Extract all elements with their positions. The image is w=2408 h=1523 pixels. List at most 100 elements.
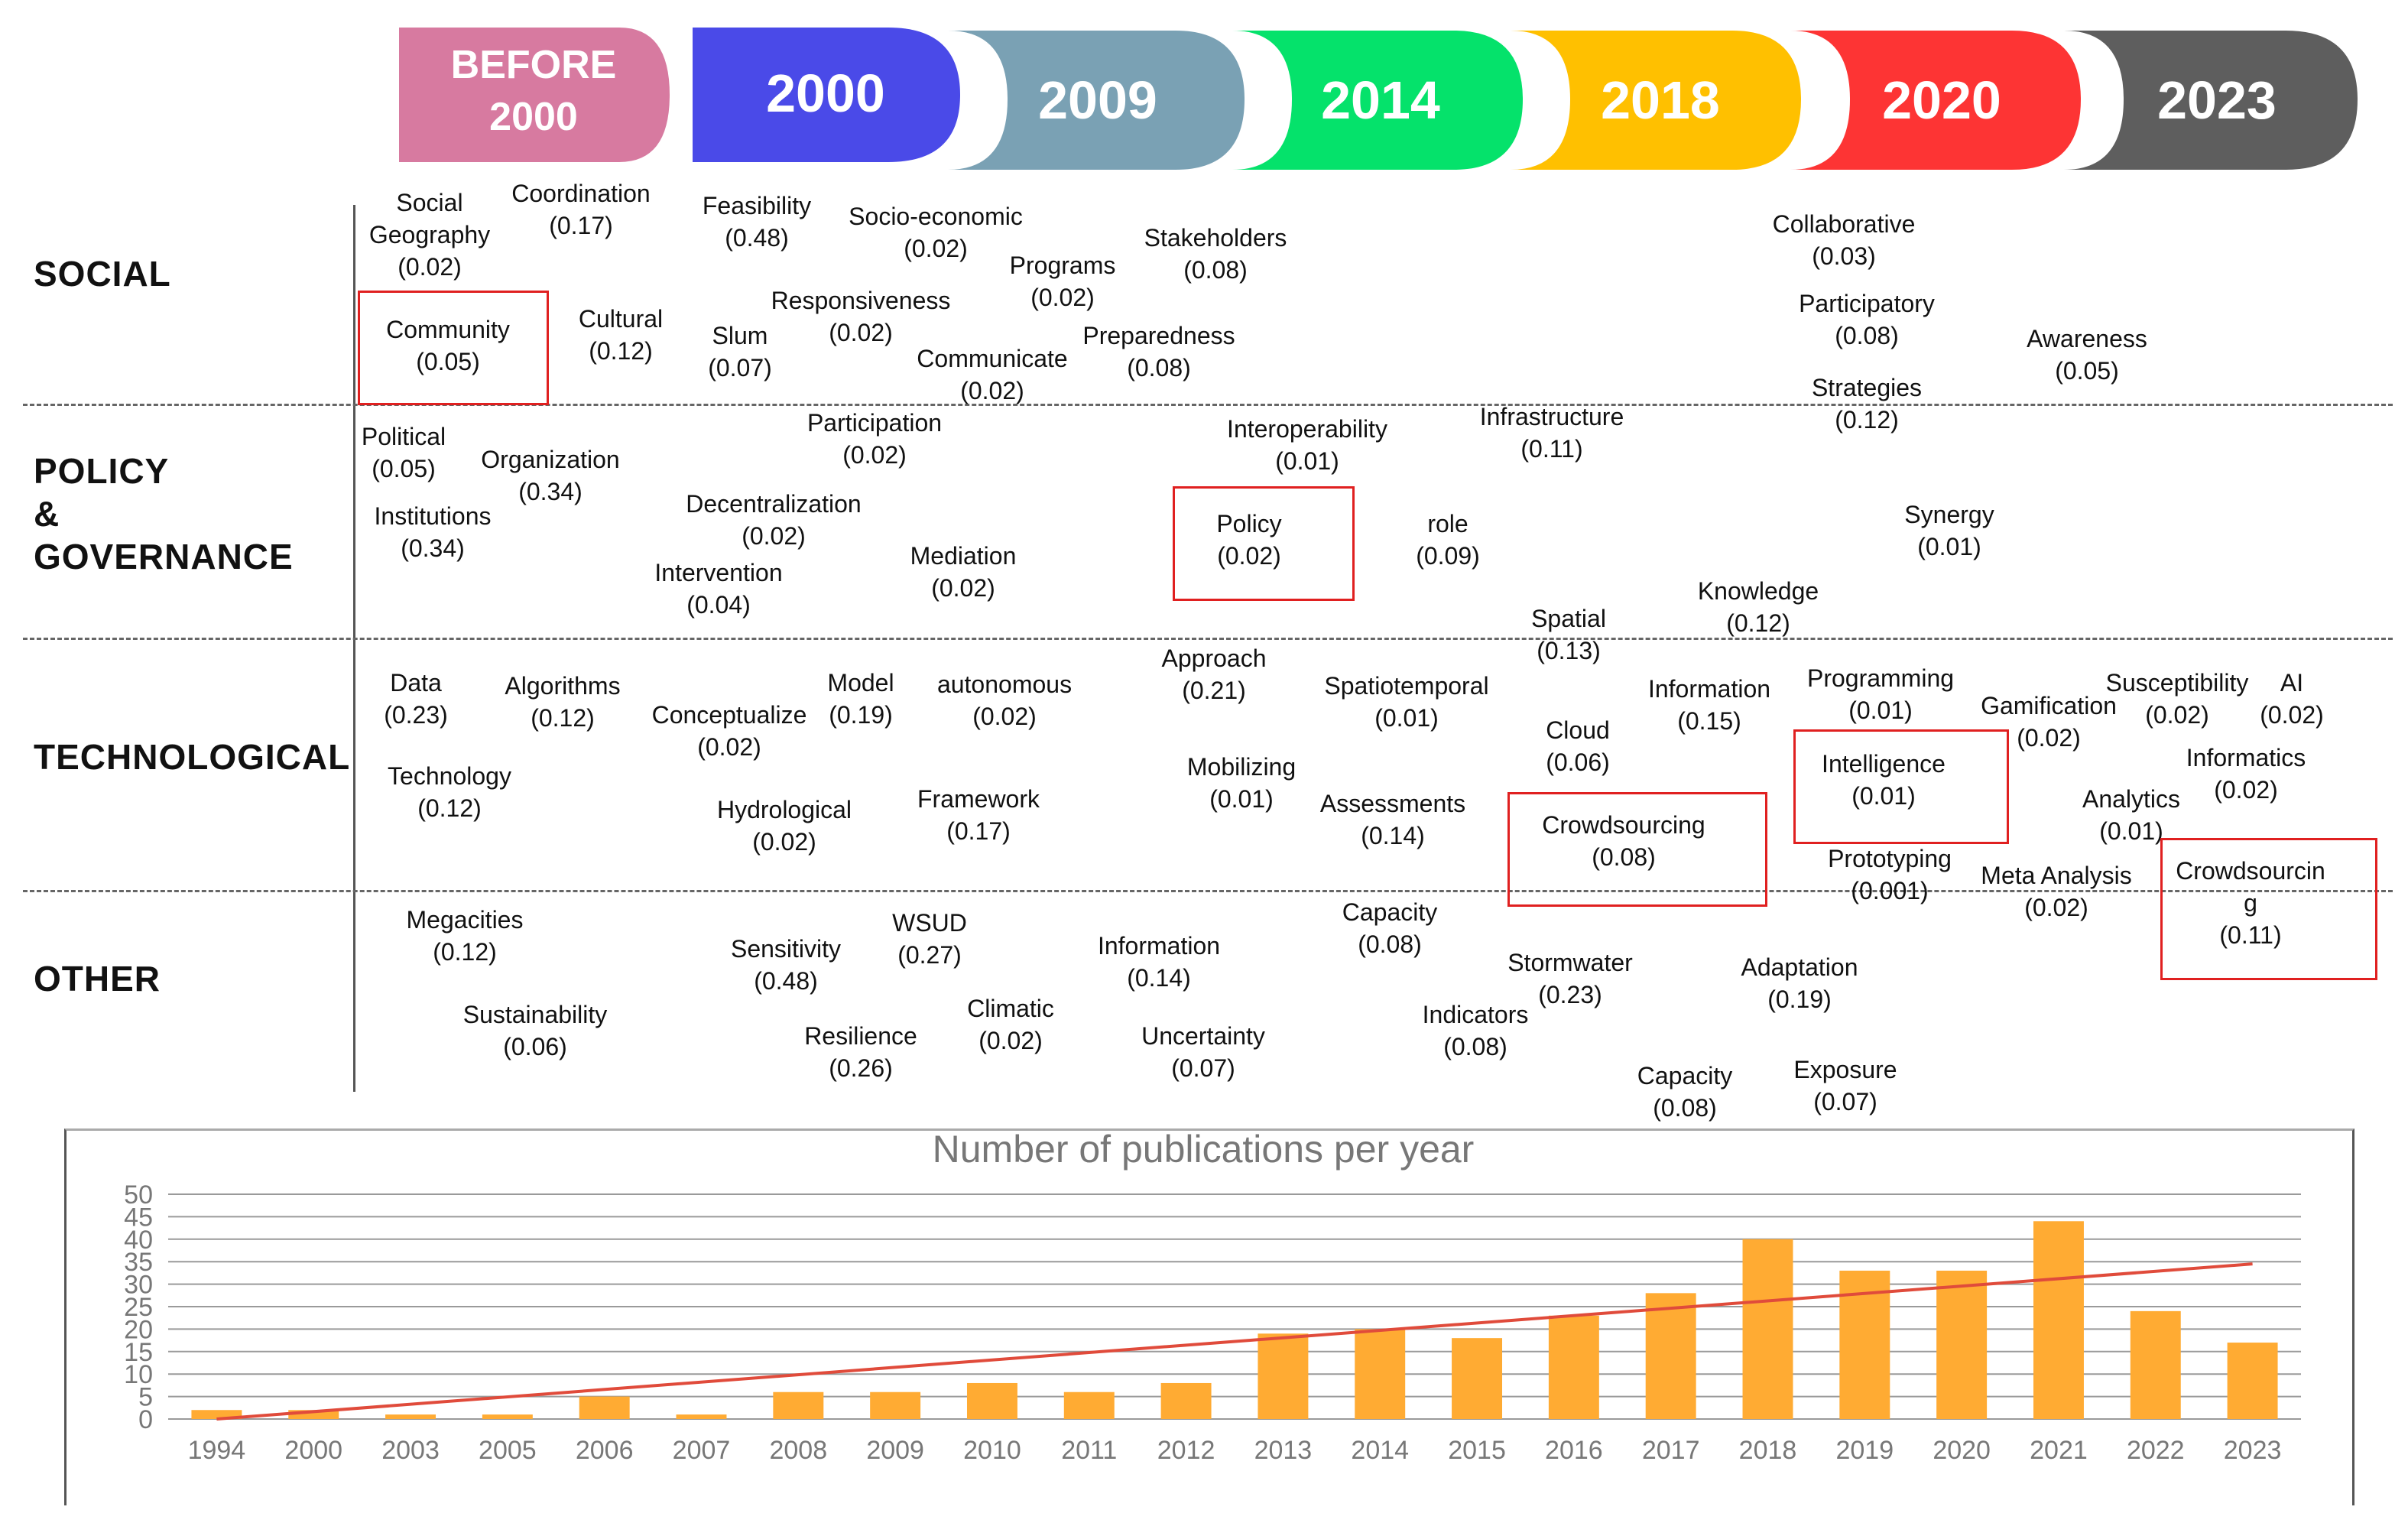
bar-2016 bbox=[1548, 1315, 1599, 1419]
keyword-weight: (0.12) bbox=[1726, 609, 1790, 637]
keyword-label: Indicators bbox=[1422, 1001, 1529, 1028]
keyword-weight: (0.07) bbox=[1171, 1054, 1235, 1082]
keyword-weight: (0.08) bbox=[1653, 1094, 1717, 1122]
keyword-weight: (0.06) bbox=[1546, 749, 1610, 776]
category-other: OTHER bbox=[34, 959, 161, 999]
timeline-label-2014: 2014 bbox=[1321, 70, 1440, 130]
timeline-segment-2009: 2009 bbox=[948, 31, 1245, 170]
keyword-label: Conceptualize bbox=[651, 701, 807, 729]
keyword-weight: (0.14) bbox=[1127, 964, 1191, 992]
keyword-term: Susceptibility (0.02) bbox=[2106, 667, 2249, 731]
keyword-term: Capacity (0.08) bbox=[1342, 896, 1438, 960]
keyword-label: Awareness bbox=[2027, 325, 2147, 352]
keyword-label: Mediation bbox=[910, 542, 1017, 570]
keyword-term: Socio-economic (0.02) bbox=[849, 200, 1023, 265]
keyword-term: Stormwater (0.23) bbox=[1507, 947, 1633, 1011]
keyword-weight: (0.02) bbox=[931, 574, 995, 602]
keyword-weight: (0.14) bbox=[1361, 822, 1425, 849]
chart-bars bbox=[191, 1221, 2278, 1419]
keyword-weight: (0.05) bbox=[416, 348, 480, 375]
keyword-term: Stakeholders (0.08) bbox=[1144, 222, 1287, 286]
keyword-term: AI (0.02) bbox=[2260, 667, 2324, 731]
bar-2021 bbox=[2033, 1221, 2084, 1419]
keyword-weight: (0.02) bbox=[1217, 542, 1281, 570]
keyword-term: Coordination (0.17) bbox=[511, 177, 650, 242]
highlight-box-community bbox=[358, 291, 549, 405]
chart-trendline bbox=[216, 1262, 2253, 1421]
keyword-term: Mobilizing (0.01) bbox=[1187, 751, 1296, 815]
keyword-term: Infrastructure (0.11) bbox=[1480, 401, 1624, 465]
keyword-term: Information (0.15) bbox=[1648, 673, 1770, 737]
keyword-term: Model (0.19) bbox=[827, 667, 894, 731]
keyword-weight: (0.01) bbox=[1275, 447, 1339, 475]
keyword-weight: (0.01) bbox=[2099, 817, 2163, 845]
keyword-label: Capacity bbox=[1342, 898, 1438, 926]
keyword-weight: (0.23) bbox=[1538, 981, 1602, 1008]
keyword-weight: (0.11) bbox=[2219, 921, 2282, 949]
x-tick-label: 2011 bbox=[1061, 1436, 1117, 1465]
keyword-weight: (0.02) bbox=[742, 522, 806, 550]
keyword-weight: (0.19) bbox=[1767, 986, 1832, 1013]
keyword-weight: (0.08) bbox=[1183, 256, 1248, 284]
timeline-segment-2014: 2014 bbox=[1232, 31, 1523, 170]
keyword-weight: (0.13) bbox=[1537, 637, 1601, 664]
keyword-label: Information bbox=[1097, 932, 1221, 960]
keyword-weight: (0.01) bbox=[1848, 697, 1913, 724]
keyword-label: Gamification bbox=[1981, 692, 2117, 719]
keyword-label: Informatics bbox=[2186, 744, 2306, 771]
keyword-term: Responsiveness (0.02) bbox=[771, 284, 951, 349]
keyword-label: Infrastructure bbox=[1479, 403, 1624, 430]
timeline-segment-2000: 2000 bbox=[693, 28, 960, 162]
y-tick-label: 35 bbox=[124, 1248, 153, 1277]
keyword-label: Feasibility bbox=[702, 192, 812, 219]
bar-2020 bbox=[1936, 1270, 1988, 1419]
keyword-weight: (0.08) bbox=[1443, 1033, 1507, 1060]
keyword-term: Crowdsourcing (0.08) bbox=[1542, 809, 1705, 873]
bar-2005 bbox=[482, 1414, 533, 1419]
keyword-term: Capacity (0.08) bbox=[1637, 1060, 1733, 1124]
keyword-weight: (0.07) bbox=[1813, 1088, 1877, 1115]
keyword-weight: (0.34) bbox=[518, 478, 583, 505]
highlight-box-crowdsourcing bbox=[1507, 792, 1767, 907]
keyword-weight: (0.48) bbox=[754, 967, 818, 995]
keyword-label: Spatial bbox=[1531, 605, 1606, 632]
category-social: SOCIAL bbox=[34, 254, 171, 294]
keyword-weight: (0.15) bbox=[1677, 707, 1741, 735]
keyword-weight: (0.02) bbox=[978, 1027, 1043, 1054]
keyword-term: Megacities (0.12) bbox=[407, 904, 524, 968]
keyword-term: Adaptation (0.19) bbox=[1741, 951, 1858, 1015]
keyword-term: Cultural (0.12) bbox=[579, 303, 663, 367]
keyword-term: Assessments (0.14) bbox=[1320, 787, 1465, 852]
keyword-term: Uncertainty (0.07) bbox=[1141, 1020, 1265, 1084]
keyword-weight: (0.05) bbox=[372, 455, 436, 482]
keyword-label: Crowdsourcing bbox=[1542, 811, 1705, 839]
keyword-term: Feasibility (0.48) bbox=[703, 190, 811, 254]
bar-2006 bbox=[579, 1396, 630, 1419]
keyword-weight: (0.02) bbox=[2260, 701, 2324, 729]
keyword-term: role (0.09) bbox=[1416, 508, 1480, 572]
keyword-label: Sensitivity bbox=[730, 935, 842, 963]
x-tick-label: 2008 bbox=[769, 1436, 827, 1465]
keyword-term: Gamification (0.02) bbox=[1981, 690, 2117, 754]
keyword-label: Mobilizing bbox=[1186, 753, 1296, 781]
bar-2011 bbox=[1063, 1391, 1115, 1419]
keyword-term: Decentralization (0.02) bbox=[686, 488, 861, 552]
keyword-term: Crowdsourcin g (0.11) bbox=[2176, 855, 2325, 951]
bar-2012 bbox=[1160, 1382, 1212, 1419]
keyword-weight: (0.02) bbox=[2017, 724, 2081, 752]
keyword-label: Cultural bbox=[578, 305, 664, 333]
keyword-label: WSUD bbox=[892, 909, 967, 937]
keyword-term: Social Geography (0.02) bbox=[369, 187, 490, 283]
keyword-weight: (0.02) bbox=[2145, 701, 2209, 729]
keyword-label: Programming bbox=[1806, 664, 1955, 692]
keyword-label: Megacities bbox=[406, 906, 524, 934]
keyword-label: Cloud bbox=[1546, 716, 1610, 744]
timeline-label-2000: 2000 bbox=[766, 63, 885, 123]
keyword-weight: (0.23) bbox=[384, 701, 448, 729]
keyword-term: Intelligence (0.01) bbox=[1822, 748, 1946, 812]
keyword-weight: (0.09) bbox=[1416, 542, 1480, 570]
keyword-label: Political bbox=[361, 423, 446, 450]
keyword-weight: (0.01) bbox=[1917, 533, 1981, 560]
chart-x-ticks: 1994 2000 2003 2005 2006 2007 2008 2009 2010 2011… bbox=[188, 1436, 2282, 1465]
